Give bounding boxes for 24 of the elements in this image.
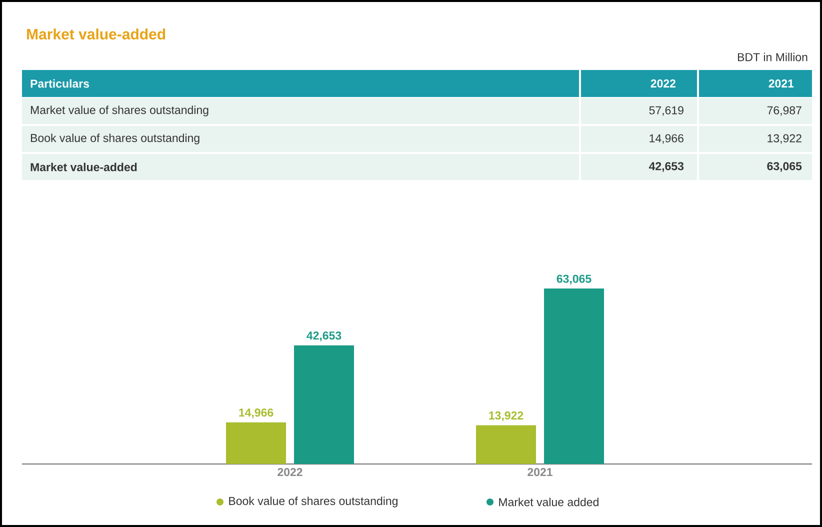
data-label: 14,966 <box>650 134 684 144</box>
data-label: 14,966 <box>239 408 274 418</box>
category-label: 2022 <box>650 79 676 88</box>
legend-label: Market value added <box>499 498 598 506</box>
data-label: 13,922 <box>768 134 802 144</box>
series-label: Market value-added <box>30 162 137 172</box>
bar <box>226 422 286 464</box>
series-label: Book value of shares outstanding <box>30 134 200 144</box>
bar <box>294 345 354 464</box>
text: Market value-added <box>27 28 166 40</box>
data-label: 63,065 <box>767 162 802 172</box>
bar <box>476 425 536 464</box>
data-label: 63,065 <box>556 274 592 285</box>
text: BDT in Million <box>738 52 808 62</box>
data-label: 57,619 <box>649 106 684 116</box>
legend-label: Book value of shares outstanding <box>229 496 398 508</box>
legend-title: Particulars <box>30 79 90 88</box>
data-label: 42,653 <box>648 162 684 172</box>
data-label: 42,653 <box>306 331 342 342</box>
series-label: Market value of shares outstanding <box>30 106 208 116</box>
bar <box>544 288 604 464</box>
category-label: 2021 <box>768 79 794 88</box>
data-label: 13,922 <box>489 411 524 422</box>
data-label: 76,987 <box>767 106 802 116</box>
